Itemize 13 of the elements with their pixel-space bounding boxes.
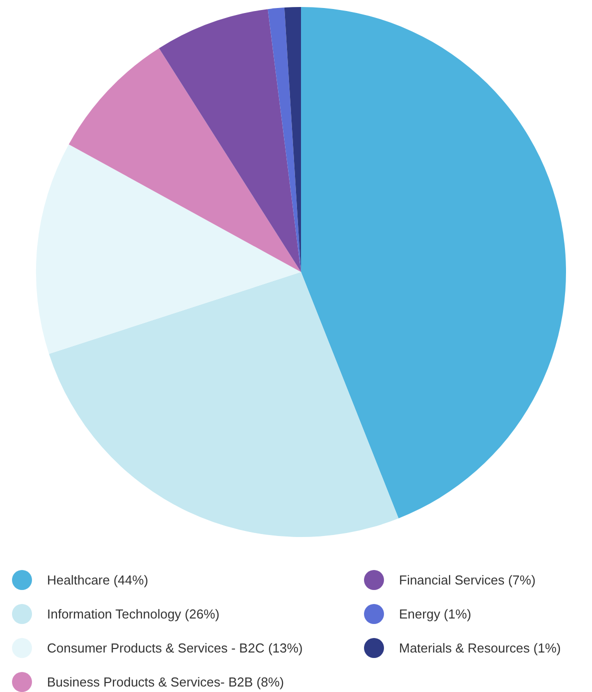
pie-slice <box>301 7 566 518</box>
pie-slice <box>268 8 301 272</box>
pie-slice <box>36 144 301 354</box>
pie-slice <box>68 48 301 272</box>
pie-slice <box>48 272 399 537</box>
legend-label: Business Products & Services- B2B (8%) <box>47 674 284 690</box>
legend-label: Materials & Resources (1%) <box>399 640 561 656</box>
legend-label: Information Technology (26%) <box>47 606 220 622</box>
legend-label: Consumer Products & Services - B2C (13%) <box>47 640 303 656</box>
legend-label: Energy (1%) <box>399 606 472 622</box>
legend-label: Financial Services (7%) <box>399 572 536 588</box>
pie-slice <box>159 9 301 272</box>
legend-label: Healthcare (44%) <box>47 572 148 588</box>
